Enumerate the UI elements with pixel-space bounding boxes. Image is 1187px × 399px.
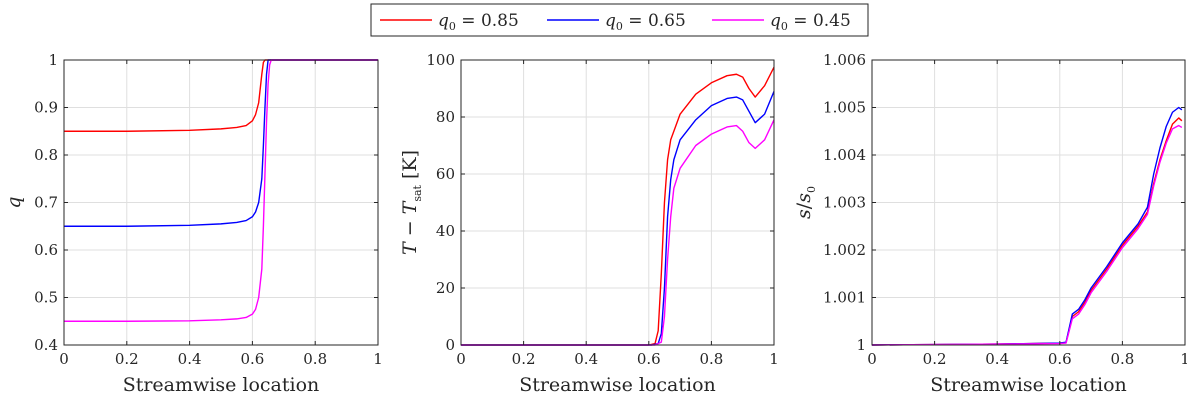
x-tick-label: 0.2 bbox=[115, 350, 139, 368]
panel-1: 0 0.2 0.4 0.6 0.8 1 0.4 0.5 0.6 0.7 0.8 0.9 1 Streamw… bbox=[3, 51, 383, 396]
y-tick-label: 80 bbox=[436, 108, 455, 126]
y-tick-label: 0.7 bbox=[34, 194, 58, 212]
x-tick-label: 0 bbox=[456, 350, 466, 368]
x-tick-label: 0.6 bbox=[637, 350, 661, 368]
x-tick-label: 0.6 bbox=[240, 350, 264, 368]
x-tick-label: 0.8 bbox=[303, 350, 327, 368]
y-tick-label: 1 bbox=[856, 336, 866, 354]
y-tick-label: 0.6 bbox=[34, 241, 58, 259]
y-tick-label: 0.9 bbox=[34, 99, 58, 117]
y-tick-label: 0 bbox=[445, 336, 455, 354]
y-tick-label: 1.001 bbox=[823, 289, 866, 307]
series-line-1 bbox=[461, 66, 775, 346]
x-tick-label: 1 bbox=[769, 350, 779, 368]
y-axis-label: q bbox=[3, 196, 25, 208]
x-tick-label: 0.4 bbox=[178, 350, 202, 368]
y-tick-label: 1.002 bbox=[823, 241, 866, 259]
y-tick-label: 100 bbox=[426, 51, 455, 69]
y-tick-label: 20 bbox=[436, 279, 455, 297]
x-tick-label: 0.8 bbox=[699, 350, 723, 368]
y-tick-label: 1 bbox=[48, 51, 58, 69]
series-line-2 bbox=[64, 59, 378, 227]
x-tick-label: 0.8 bbox=[1110, 350, 1134, 368]
x-axis-label: Streamwise location bbox=[930, 374, 1127, 396]
x-tick-label: 0.2 bbox=[512, 350, 536, 368]
legend-box bbox=[370, 3, 869, 37]
x-tick-label: 0.4 bbox=[574, 350, 598, 368]
y-axis-label: s/s0 bbox=[793, 186, 818, 219]
y-tick-label: 1.003 bbox=[823, 194, 866, 212]
y-axis-label: T − Tsat [K] bbox=[399, 150, 424, 255]
y-tick-label: 1.004 bbox=[823, 146, 866, 164]
series-line-2 bbox=[461, 91, 775, 346]
y-tick-label: 1.006 bbox=[823, 51, 866, 69]
y-tick-label: 1.005 bbox=[823, 99, 866, 117]
panel-2: 0 0.2 0.4 0.6 0.8 1 0 20 40 60 80 100 Streamwise loc… bbox=[399, 51, 779, 396]
series-line-3 bbox=[64, 59, 378, 322]
x-tick-label: 0 bbox=[59, 350, 69, 368]
legend-label-3: q0 = 0.45 bbox=[770, 11, 851, 33]
x-tick-label: 0 bbox=[867, 350, 877, 368]
x-tick-label: 0.2 bbox=[923, 350, 947, 368]
y-tick-label: 0.4 bbox=[34, 336, 58, 354]
plot-area bbox=[461, 60, 774, 345]
legend: q0 = 0.85 q0 = 0.65 q0 = 0.45 bbox=[370, 3, 869, 37]
y-tick-label: 60 bbox=[436, 165, 455, 183]
x-tick-label: 1 bbox=[1180, 350, 1187, 368]
y-tick-label: 0.5 bbox=[34, 289, 58, 307]
plots: 0 0.2 0.4 0.6 0.8 1 0.4 0.5 0.6 0.7 0.8 0.9 1 Streamw… bbox=[3, 51, 1187, 396]
legend-label-1: q0 = 0.85 bbox=[438, 11, 519, 33]
x-axis-label: Streamwise location bbox=[123, 374, 320, 396]
axes-box bbox=[460, 59, 775, 346]
series-line-1 bbox=[64, 59, 378, 132]
x-axis-label: Streamwise location bbox=[519, 374, 716, 396]
series-line-3 bbox=[461, 119, 775, 346]
x-tick-label: 1 bbox=[373, 350, 383, 368]
y-tick-label: 0.8 bbox=[34, 146, 58, 164]
legend-label-2: q0 = 0.65 bbox=[605, 11, 686, 33]
y-tick-label: 40 bbox=[436, 222, 455, 240]
x-tick-label: 0.6 bbox=[1048, 350, 1072, 368]
panel-3: 0 0.2 0.4 0.6 0.8 1 1 1.001 1.002 1.003 1.004 1.005… bbox=[793, 51, 1187, 396]
x-tick-label: 0.4 bbox=[985, 350, 1009, 368]
